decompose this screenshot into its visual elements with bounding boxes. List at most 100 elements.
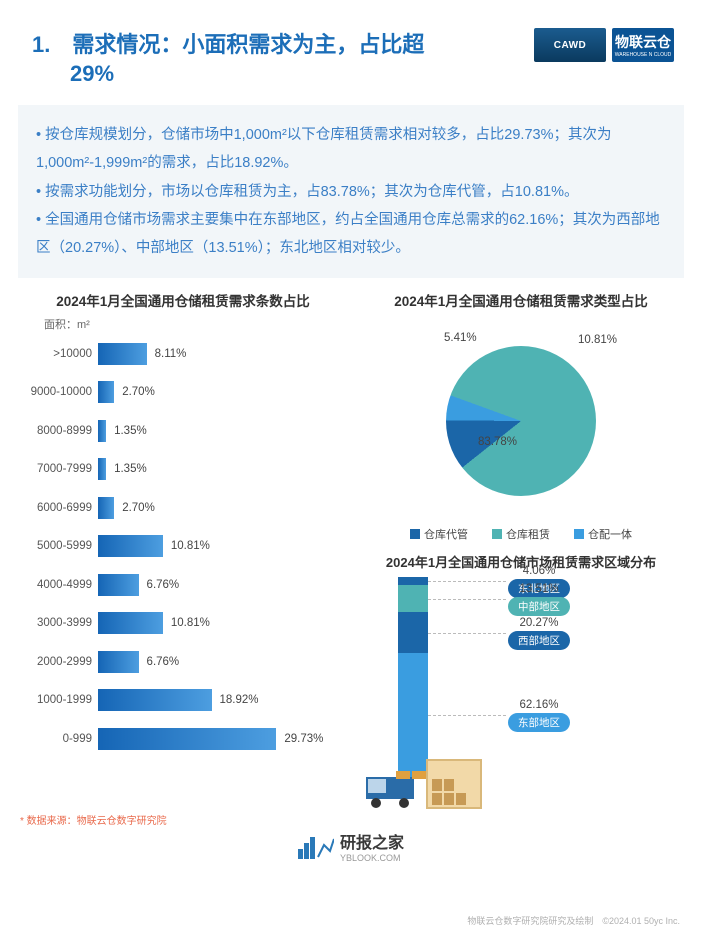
warehouse-illustration-icon xyxy=(356,749,486,813)
pie-chart-title: 2024年1月全国通用仓储租赁需求类型占比 xyxy=(358,290,684,310)
bar-value-label: 1.35% xyxy=(114,425,147,437)
region-leader-line xyxy=(428,633,506,634)
footer-brand: 研报之家 xyxy=(340,829,404,853)
bar-row: 9000-10000 2.70% xyxy=(18,373,348,412)
bar-category-label: 6000-6999 xyxy=(18,502,98,514)
bar-row: 0-999 29.73% xyxy=(18,719,348,758)
bar-category-label: 8000-8999 xyxy=(18,425,98,437)
page-title: 1. 需求情况：小面积需求为主，占比超 29% xyxy=(32,28,534,87)
bar-track: 2.70% xyxy=(98,497,348,519)
pie-label-1: 10.81% xyxy=(578,334,617,346)
bar-axis-label: 面积：m² xyxy=(44,316,348,332)
bar-fill xyxy=(98,420,106,442)
bar-value-label: 10.81% xyxy=(171,617,210,629)
bar-chart: >10000 8.11% 9000-10000 2.70% 8000-8999 1.35%… xyxy=(18,334,348,758)
bar-track: 10.81% xyxy=(98,535,348,557)
bar-row: 8000-8999 1.35% xyxy=(18,411,348,450)
cawd-logo: CAWD xyxy=(534,28,606,62)
bar-row: 3000-3999 10.81% xyxy=(18,604,348,643)
legend-swatch xyxy=(574,529,584,539)
region-stack xyxy=(398,577,428,777)
logo-wc-sub: WAREHOUSE N CLOUD xyxy=(615,52,672,58)
bar-category-label: 2000-2999 xyxy=(18,656,98,668)
bar-fill xyxy=(98,381,114,403)
bar-track: 18.92% xyxy=(98,689,348,711)
region-percent: 62.16% xyxy=(519,699,558,711)
bar-fill xyxy=(98,651,139,673)
bar-value-label: 29.73% xyxy=(284,733,323,745)
bar-value-label: 8.11% xyxy=(155,348,187,360)
bar-value-label: 2.70% xyxy=(122,502,155,514)
bar-row: 1000-1999 18.92% xyxy=(18,681,348,720)
bar-category-label: >10000 xyxy=(18,348,98,360)
legend-label: 仓配一体 xyxy=(588,526,632,542)
region-percent: 13.51% xyxy=(519,583,558,595)
legend-swatch xyxy=(410,529,420,539)
region-percent: 20.27% xyxy=(519,617,558,629)
bar-value-label: 10.81% xyxy=(171,540,210,552)
region-segment xyxy=(398,577,428,585)
pie-legend: 仓库代管 仓库租赁 仓配一体 xyxy=(358,526,684,542)
bar-value-label: 6.76% xyxy=(147,579,180,591)
logos: CAWD 物联云仓 WAREHOUSE N CLOUD xyxy=(534,28,674,62)
bar-track: 8.11% xyxy=(98,343,348,365)
bar-category-label: 4000-4999 xyxy=(18,579,98,591)
bar-track: 10.81% xyxy=(98,612,348,634)
legend-item: 仓库租赁 xyxy=(492,526,550,542)
bar-value-label: 18.92% xyxy=(220,694,259,706)
pie-chart: 83.78% 10.81% 5.41% xyxy=(358,316,684,526)
footer-url: YBLOOK.COM xyxy=(340,853,404,863)
bar-chart-title: 2024年1月全国通用仓储租赁需求条数占比 xyxy=(18,290,348,310)
warehouse-cloud-logo: 物联云仓 WAREHOUSE N CLOUD xyxy=(612,28,674,62)
bar-category-label: 7000-7999 xyxy=(18,463,98,475)
title-line-1: 1. 需求情况：小面积需求为主，占比超 xyxy=(32,28,534,61)
region-label: 20.27% 西部地区 xyxy=(508,617,570,650)
legend-label: 仓库代管 xyxy=(424,526,468,542)
bullet-3: • 全国通用仓储市场需求主要集中在东部地区，约占全国通用仓库总需求的62.16%… xyxy=(36,206,666,263)
region-label: 13.51%中部地区 xyxy=(508,583,570,616)
legend-item: 仓库代管 xyxy=(410,526,468,542)
region-name-badge: 东部地区 xyxy=(508,713,570,732)
bullet-1: • 按仓库规模划分，仓储市场中1,000m²以下仓库租赁需求相对较多，占比29.… xyxy=(36,121,666,178)
bar-track: 1.35% xyxy=(98,420,348,442)
bullet-2: • 按需求功能划分，市场以仓库租赁为主，占83.78%；其次为仓库代管，占10.… xyxy=(36,178,666,206)
bar-row: 6000-6999 2.70% xyxy=(18,488,348,527)
region-leader-line xyxy=(428,599,506,600)
bar-fill xyxy=(98,343,147,365)
bar-track: 1.35% xyxy=(98,458,348,480)
region-label: 62.16% 东部地区 xyxy=(508,699,570,732)
bar-track: 6.76% xyxy=(98,651,348,673)
bar-value-label: 1.35% xyxy=(114,463,147,475)
bar-value-label: 2.70% xyxy=(122,386,155,398)
region-leader-line xyxy=(428,715,506,716)
bar-value-label: 6.76% xyxy=(147,656,180,668)
bar-row: >10000 8.11% xyxy=(18,334,348,373)
bar-fill xyxy=(98,458,106,480)
summary-box: • 按仓库规模划分，仓储市场中1,000m²以下仓库租赁需求相对较多，占比29.… xyxy=(18,105,684,278)
region-name-badge: 西部地区 xyxy=(508,631,570,650)
bar-fill xyxy=(98,689,212,711)
bar-track: 6.76% xyxy=(98,574,348,596)
bar-row: 5000-599910.81% xyxy=(18,527,348,566)
data-source-footnote: * 数据来源：物联云仓数字研究院 xyxy=(20,812,702,827)
legend-swatch xyxy=(492,529,502,539)
bar-fill xyxy=(98,497,114,519)
bar-row: 2000-2999 6.76% xyxy=(18,642,348,681)
legend-item: 仓配一体 xyxy=(574,526,632,542)
title-line-2: 29% xyxy=(70,61,534,87)
bar-category-label: 3000-3999 xyxy=(18,617,98,629)
bar-category-label: 9000-10000 xyxy=(18,386,98,398)
region-percent: 4.06% xyxy=(523,565,556,577)
bar-category-label: 1000-1999 xyxy=(18,694,98,706)
bar-track: 2.70% xyxy=(98,381,348,403)
logo-wc-top: 物联云仓 xyxy=(615,32,671,52)
bar-track: 29.73% xyxy=(98,728,348,750)
region-segment xyxy=(398,612,428,653)
bar-category-label: 0-999 xyxy=(18,733,98,745)
bar-fill xyxy=(98,574,139,596)
pie-label-0: 83.78% xyxy=(478,436,517,448)
region-segment xyxy=(398,585,428,612)
bar-fill xyxy=(98,728,276,750)
bar-row: 4000-4999 6.76% xyxy=(18,565,348,604)
legend-label: 仓库租赁 xyxy=(506,526,550,542)
